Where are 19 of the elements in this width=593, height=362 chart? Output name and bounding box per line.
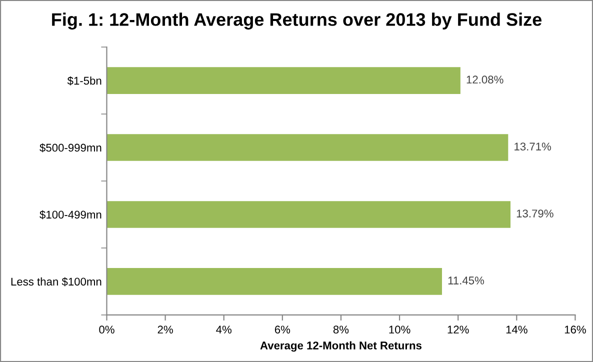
y-tick-label: Less than $100mn: [11, 277, 102, 286]
data-label: 13.71%: [514, 142, 552, 150]
chart-title: Fig. 1: 12-Month Average Returns over 2013 by Fund Size: [52, 12, 542, 30]
y-tick-label: $1-5bn: [67, 76, 102, 86]
x-tick-label: 14%: [506, 326, 528, 334]
data-label: 13.79%: [516, 210, 554, 218]
data-label: 11.45%: [448, 276, 484, 284]
y-tick-label: $500-999mn: [40, 143, 102, 152]
x-tick-label: 16%: [564, 326, 586, 334]
x-tick-label: 10%: [389, 326, 410, 334]
data-label: 12.08%: [466, 76, 504, 84]
x-tick-label: 2%: [158, 326, 173, 334]
x-tick-label: 4%: [216, 326, 232, 334]
y-tick-label: $100-499mn: [40, 210, 102, 220]
x-tick-label: 12%: [448, 326, 469, 334]
x-axis-title: Average 12-Month Net Returns: [260, 341, 422, 352]
x-tick-label: 6%: [274, 326, 290, 334]
x-tick-label: 8%: [333, 326, 349, 334]
x-tick-label: 0%: [99, 326, 114, 334]
